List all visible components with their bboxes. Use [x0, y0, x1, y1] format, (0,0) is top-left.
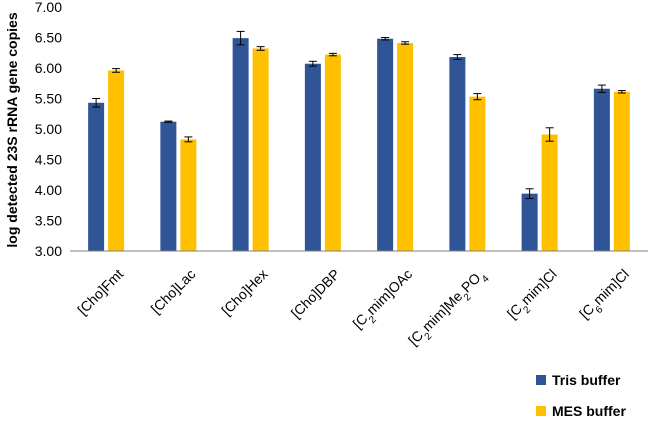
legend-label: Tris buffer — [552, 372, 621, 388]
bar-tris — [88, 102, 105, 252]
bar-mes — [252, 48, 269, 252]
error-bar — [401, 41, 410, 45]
y-axis: 3.00 3.50 4.00 4.50 5.00 5.50 6.00 6.50 7.00 — [35, 0, 62, 259]
bar-tris — [521, 193, 538, 251]
error-bar — [184, 136, 193, 143]
y-tick-label: 3.00 — [35, 243, 62, 259]
error-bar — [617, 90, 626, 94]
legend-label: MES buffer — [552, 403, 626, 419]
y-tick-label: 7.00 — [35, 0, 62, 15]
error-bar — [236, 30, 245, 46]
bar-mes — [469, 96, 486, 251]
y-tick-label: 3.50 — [35, 213, 62, 229]
x-tick-label: [C6mim]Cl — [576, 266, 636, 326]
x-axis: [Cho]Fmt [Cho]Lac [Cho]Hex [Cho]DBP [C2mim]O… — [70, 250, 648, 352]
bar-tris — [377, 38, 394, 251]
x-tick-label: [C2mim]Me2PO4 — [405, 265, 492, 352]
bar-mes — [541, 134, 558, 251]
bar-tris — [160, 121, 177, 252]
x-tick-label: [Cho]DBP — [288, 266, 343, 321]
bar-tris — [232, 38, 249, 251]
error-bar — [164, 120, 173, 123]
bar-mes — [108, 70, 125, 251]
error-bar — [92, 98, 101, 108]
error-bar — [328, 52, 337, 57]
x-tick-label: [Cho]Lac — [148, 266, 199, 317]
y-tick-label: 5.00 — [35, 121, 62, 137]
x-tick-label: [Cho]Hex — [218, 266, 271, 319]
error-bar — [256, 46, 265, 51]
x-tick-label: [Cho]Fmt — [74, 266, 126, 318]
x-tick-label: [C2mim]Cl — [504, 266, 564, 326]
bar-tris — [449, 57, 466, 251]
error-bar — [545, 127, 554, 142]
error-bar — [453, 54, 462, 60]
bars — [88, 38, 630, 252]
error-bar — [308, 60, 317, 67]
bar-mes — [324, 54, 341, 251]
bar-mes — [180, 139, 197, 251]
error-bar — [597, 84, 606, 93]
bar-mes — [613, 91, 630, 251]
bar-tris — [593, 88, 610, 252]
y-axis-label: log detected 23S rRNA gene copies — [4, 12, 20, 247]
legend: Tris buffer MES buffer — [536, 372, 626, 419]
error-bar — [112, 68, 121, 73]
legend-swatch — [536, 406, 546, 416]
y-tick-label: 5.50 — [35, 91, 62, 107]
error-bar — [381, 37, 390, 41]
x-tick-label: [C2mim]OAc — [349, 266, 419, 336]
error-bar — [473, 93, 482, 101]
error-bar — [525, 188, 534, 200]
y-tick-label: 4.50 — [35, 152, 62, 168]
y-tick-label: 6.50 — [35, 30, 62, 46]
legend-swatch — [536, 375, 546, 385]
y-tick-label: 4.00 — [35, 182, 62, 198]
y-tick-label: 6.00 — [35, 60, 62, 76]
error-bars — [92, 30, 626, 200]
bar-tris — [304, 63, 321, 252]
bar-mes — [397, 42, 414, 251]
